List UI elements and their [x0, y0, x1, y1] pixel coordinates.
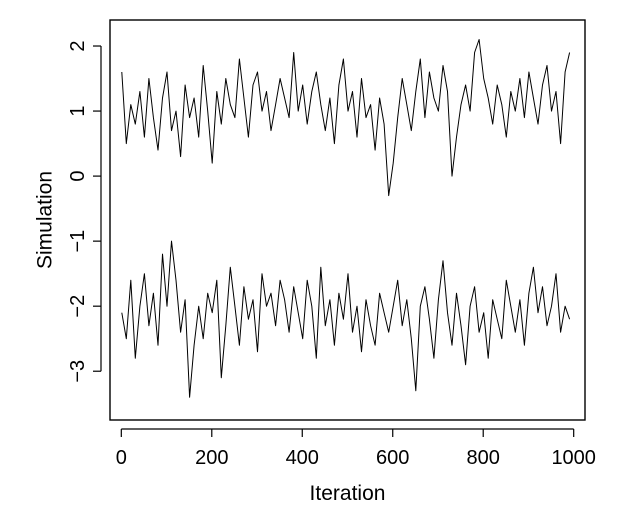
x-axis: 0 200 400 600 800 1000 [116, 428, 596, 469]
y-tick-label: 0 [67, 171, 89, 182]
plot-frame [109, 19, 586, 421]
x-tick-label: 0 [116, 447, 127, 469]
y-tick-label: 1 [67, 105, 89, 116]
x-tick-label: 200 [195, 447, 228, 469]
series-layer [121, 39, 571, 398]
y-axis: −3 −2 −1 0 1 2 [67, 40, 102, 383]
y-tick-label: 2 [67, 40, 89, 51]
x-tick-label: 400 [286, 447, 319, 469]
y-tick-label: −3 [67, 360, 89, 383]
series-line-1 [121, 39, 571, 197]
x-tick-label: 800 [467, 447, 500, 469]
series-line-2 [121, 240, 571, 398]
y-tick-label: −1 [67, 230, 89, 253]
x-tick-label: 1000 [551, 447, 596, 469]
y-tick-label: −2 [67, 295, 89, 318]
y-axis-title: Simulation [34, 171, 57, 269]
x-tick-label: 600 [376, 447, 409, 469]
x-axis-title: Iteration [310, 482, 386, 505]
